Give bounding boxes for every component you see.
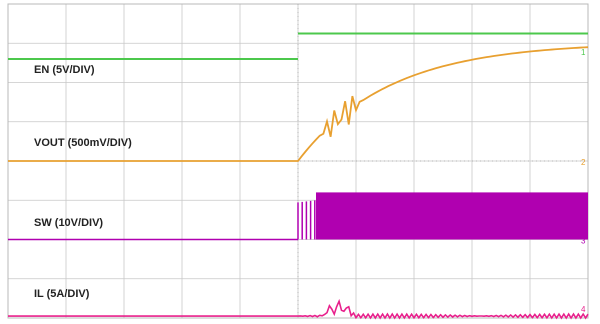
trace-vout [8,46,589,162]
trace-il [8,298,589,320]
series-label-il: IL (5A/DIV) [34,288,90,300]
series-label-en: EN (5V/DIV) [34,64,95,76]
trace-sw-burst [297,192,379,240]
channel-marker-2: 2 [581,158,586,167]
channel-marker-4: 4 [581,305,586,314]
trace-en [8,32,588,60]
traces [8,32,589,320]
channel-marker-1: 1 [581,48,586,57]
series-label-sw: SW (10V/DIV) [34,217,104,229]
series-label-vout: VOUT (500mV/DIV) [34,137,132,149]
channel-markers: 1 2 3 4 [581,48,586,314]
channel-marker-3: 3 [581,237,586,246]
